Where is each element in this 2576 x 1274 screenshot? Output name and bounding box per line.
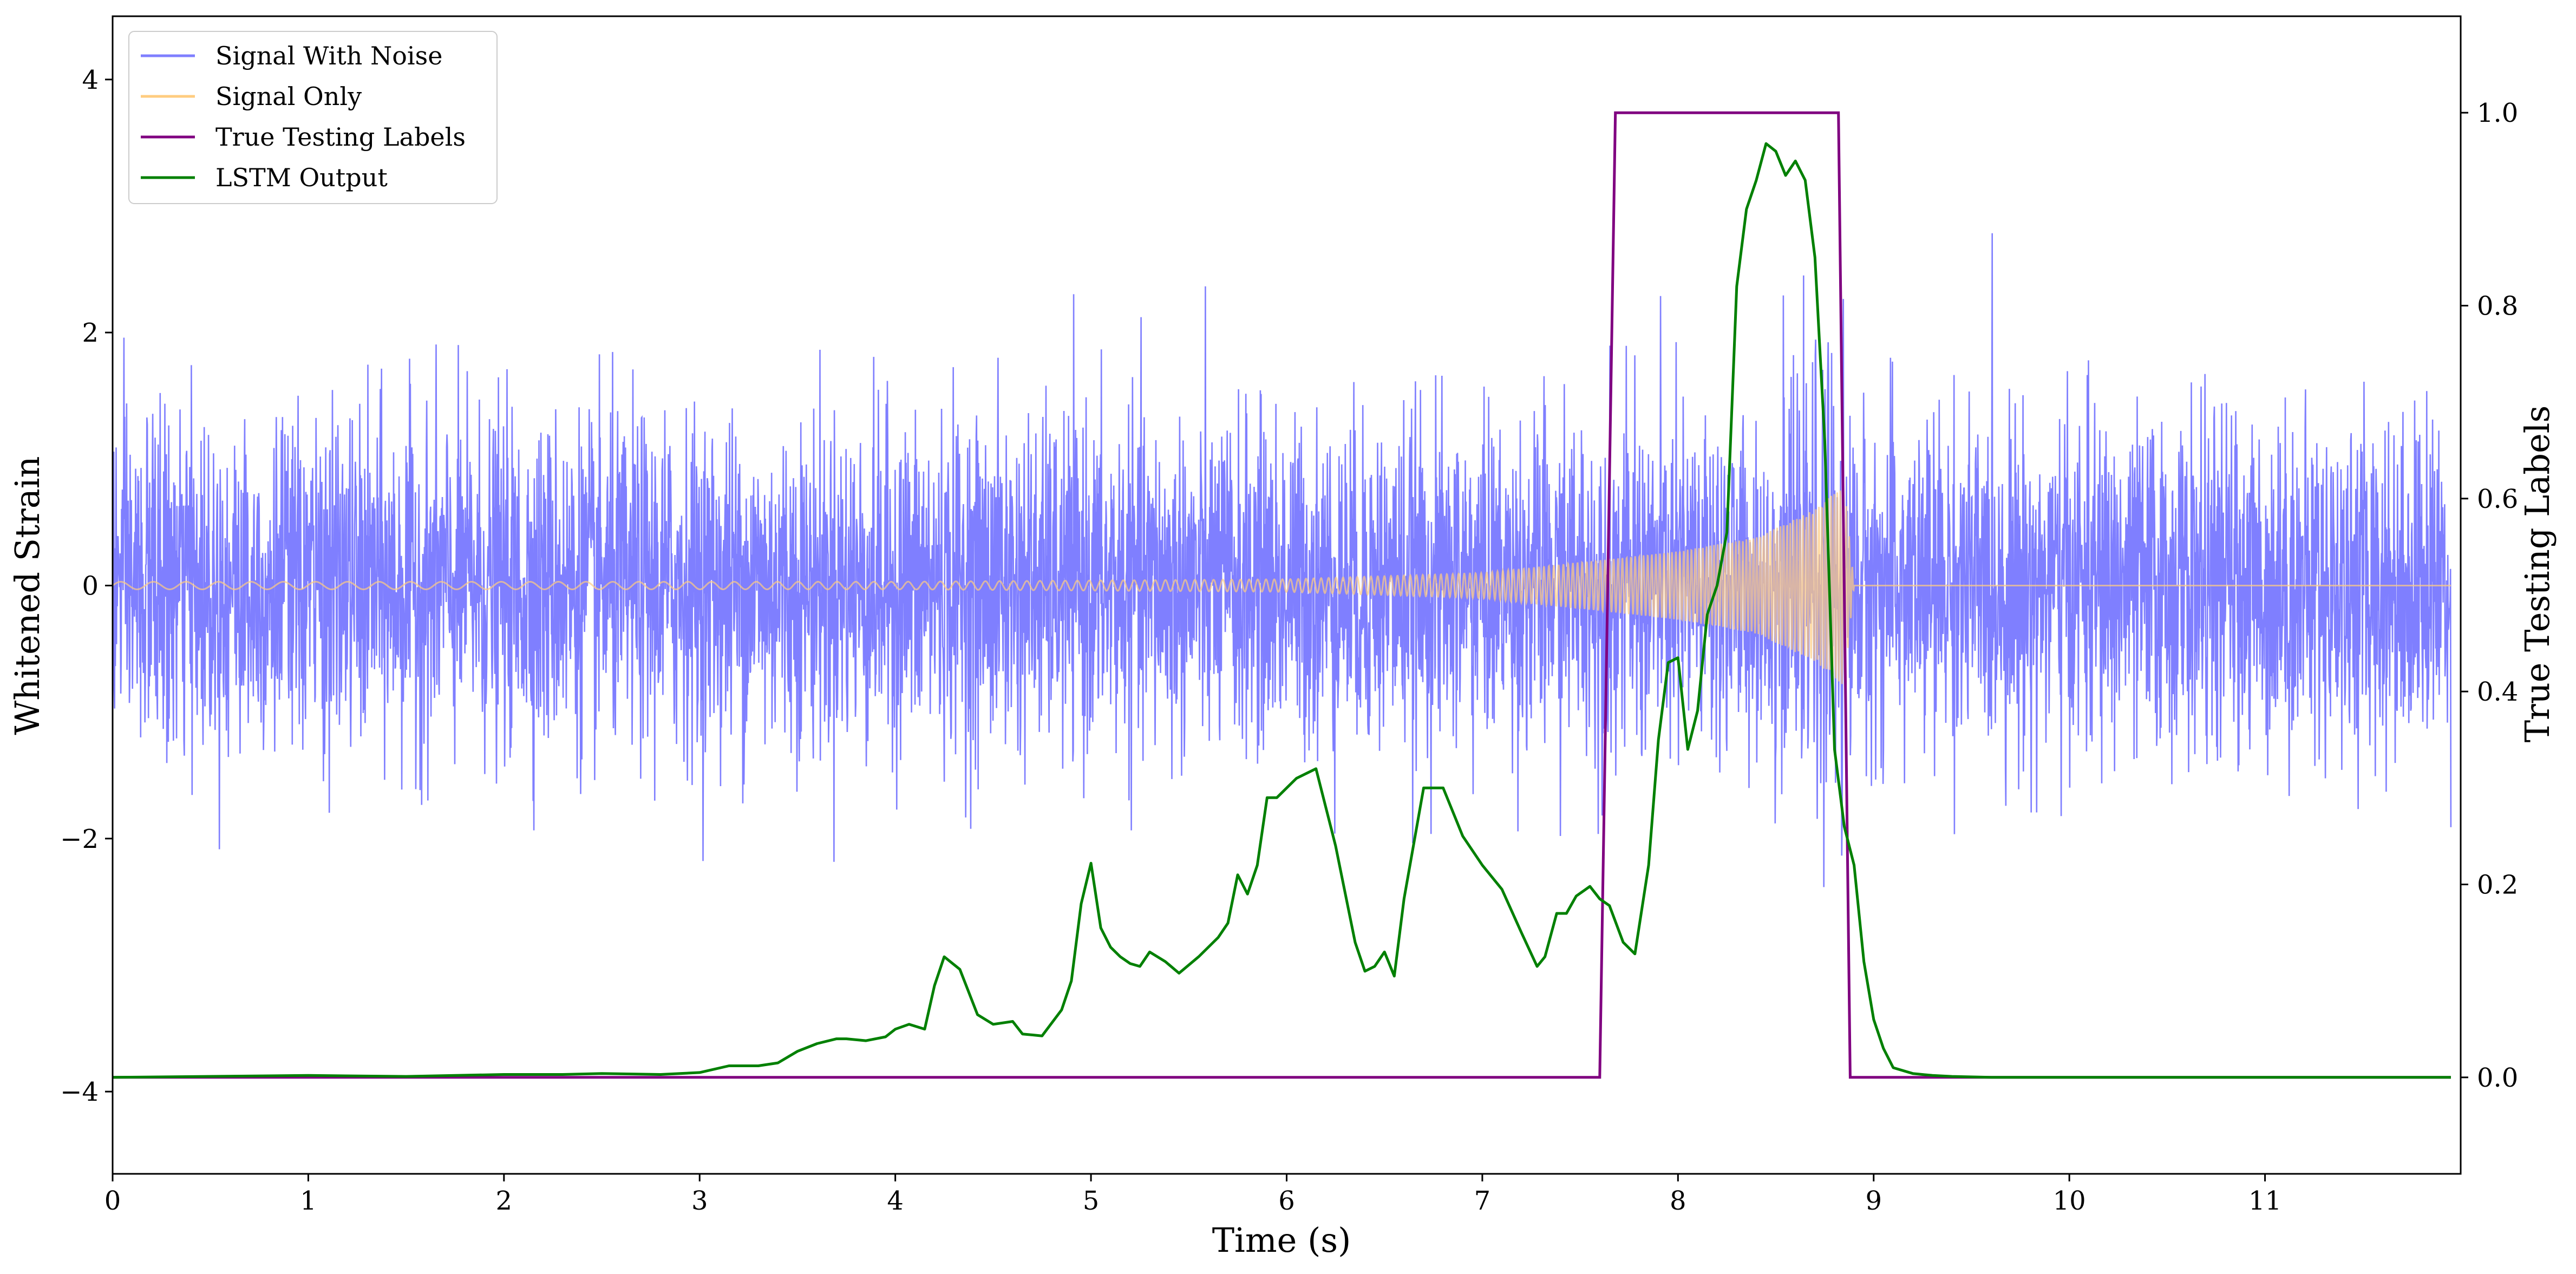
x-tick-label: 6: [1278, 1186, 1295, 1216]
x-tick-label: 10: [2053, 1186, 2086, 1216]
legend-box: [128, 31, 498, 204]
x-tick-label: 4: [887, 1186, 904, 1216]
legend: Signal With Noise Signal Only True Testi…: [128, 31, 498, 204]
x-tick-label: 1: [300, 1186, 317, 1216]
y2-tick-label: 0.0: [2477, 1063, 2518, 1093]
x-tick-label: 9: [1865, 1186, 1882, 1216]
plot-layer: [112, 111, 2452, 1079]
series-signal-only: [112, 487, 2451, 684]
legend-label-labels: True Testing Labels: [215, 122, 466, 152]
y2-tick-label: 1.0: [2477, 98, 2518, 128]
legend-label-lstm: LSTM Output: [215, 163, 388, 192]
x-tick-label: 3: [691, 1186, 708, 1216]
y2-tick-label: 0.2: [2477, 870, 2518, 900]
y2-tick-label: 0.4: [2477, 677, 2518, 707]
y-tick-label: −2: [60, 824, 99, 854]
x-axis: 0 1 2 3 4 5 6 7 8 9 10 11: [104, 1174, 2281, 1216]
x-tick-label: 11: [2248, 1186, 2281, 1216]
y-tick-label: 2: [82, 318, 99, 348]
series-lstm-output: [112, 142, 2451, 1079]
series-signal-with-noise: [112, 233, 2452, 887]
y2-axis-title: True Testing Labels: [2518, 406, 2557, 743]
x-tick-label: 7: [1474, 1186, 1491, 1216]
y-tick-label: 4: [82, 65, 99, 95]
x-tick-label: 0: [104, 1186, 121, 1216]
x-axis-title: Time (s): [1212, 1220, 1351, 1260]
y-axis-right: 0.0 0.2 0.4 0.6 0.8 1.0: [2461, 98, 2518, 1093]
x-tick-label: 2: [496, 1186, 513, 1216]
y2-tick-label: 0.8: [2477, 291, 2518, 322]
y-axis-left: −4 −2 0 2 4: [60, 65, 113, 1107]
y-tick-label: −4: [60, 1077, 99, 1107]
y-axis-title: Whitened Strain: [8, 456, 47, 735]
legend-label-signal: Signal Only: [215, 82, 362, 111]
x-tick-label: 8: [1670, 1186, 1686, 1216]
y2-tick-label: 0.6: [2477, 484, 2518, 514]
y-tick-label: 0: [82, 571, 99, 601]
x-tick-label: 5: [1083, 1186, 1100, 1216]
legend-label-noise: Signal With Noise: [215, 41, 442, 70]
